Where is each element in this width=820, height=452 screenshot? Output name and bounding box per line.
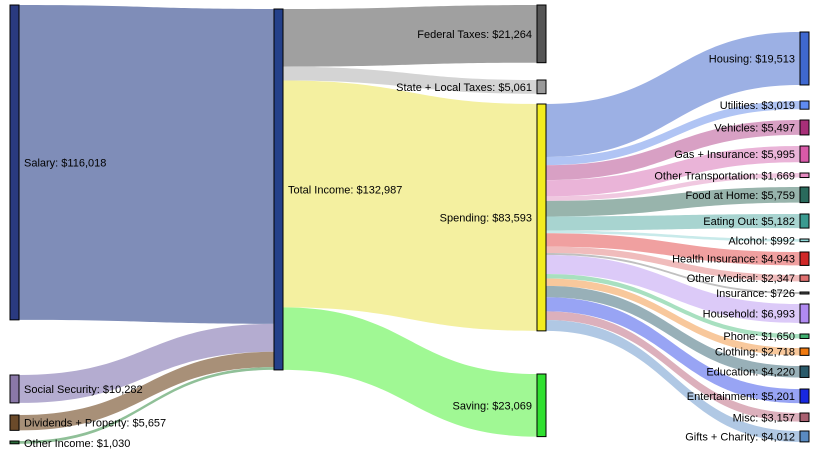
node-other-med: [799, 274, 810, 282]
node-total: [273, 8, 284, 371]
link-spending-to-clothing: [546, 278, 800, 356]
node-saving: [536, 373, 547, 438]
link-total-to-saving: [283, 307, 537, 437]
label-housing: Housing: $19,513: [709, 53, 795, 65]
link-spending-to-insurance: [546, 253, 800, 294]
link-social-to-total: [19, 323, 274, 403]
label-utilities: Utilities: $3,019: [720, 100, 795, 112]
label-gas: Gas + Insurance: $5,995: [674, 149, 795, 161]
node-housing: [799, 31, 810, 86]
label-salary: Salary: $116,018: [24, 157, 106, 169]
node-health-ins: [799, 251, 810, 266]
link-spending-to-housing: [546, 32, 800, 157]
link-spending-to-education: [546, 285, 800, 378]
link-spending-to-phone: [546, 273, 800, 339]
label-alcohol: Alcohol: $992: [728, 235, 795, 247]
node-misc: [799, 412, 810, 423]
link-spending-to-food_home: [546, 187, 800, 217]
node-insurance: [799, 291, 810, 295]
label-household: Household: $6,993: [703, 308, 795, 320]
link-spending-to-other_med: [546, 246, 800, 282]
node-federal: [536, 4, 547, 64]
node-utilities: [799, 100, 810, 110]
label-phone: Phone: $1,650: [723, 331, 795, 343]
link-spending-to-gifts: [546, 319, 800, 442]
node-social: [9, 374, 20, 404]
label-state: State + Local Taxes: $5,061: [396, 82, 532, 94]
label-saving: Saving: $23,069: [452, 400, 532, 412]
link-spending-to-vehicles: [546, 120, 800, 181]
link-total-to-federal: [283, 5, 537, 67]
sankey-nodes: [9, 4, 810, 445]
label-clothing: Clothing: $2,718: [715, 347, 795, 359]
node-education: [799, 365, 810, 378]
label-health-ins: Health Insurance: $4,943: [672, 254, 795, 266]
link-spending-to-eating_out: [546, 214, 800, 231]
label-federal: Federal Taxes: $21,264: [417, 29, 532, 41]
label-other-transp: Other Transportation: $1,669: [654, 170, 795, 182]
node-other-income: [9, 440, 20, 445]
label-other-med: Other Medical: $2,347: [687, 273, 795, 285]
link-other_income-to-total: [19, 367, 274, 444]
label-entertainment: Entertainment: $5,201: [687, 391, 795, 403]
node-alcohol: [799, 238, 810, 243]
node-eating-out: [799, 213, 810, 229]
sankey-links: [19, 5, 800, 444]
label-dividends: Dividends + Property: $5,657: [24, 418, 166, 430]
label-food-home: Food at Home: $5,759: [686, 190, 795, 202]
node-vehicles: [799, 119, 810, 136]
label-gifts: Gifts + Charity: $4,012: [685, 431, 795, 443]
link-dividends-to-total: [19, 351, 274, 431]
node-food-home: [799, 186, 810, 204]
node-spending: [536, 103, 547, 332]
label-total: Total Income: $132,987: [288, 184, 402, 196]
label-spending: Spending: $83,593: [440, 212, 532, 224]
link-spending-to-entertainment: [546, 297, 800, 404]
node-state: [536, 79, 547, 95]
node-clothing: [799, 347, 810, 356]
node-gifts: [799, 430, 810, 443]
link-total-to-spending: [283, 80, 537, 331]
label-eating-out: Eating Out: $5,182: [703, 216, 795, 228]
link-spending-to-gas: [546, 146, 800, 197]
link-spending-to-health_ins: [546, 233, 800, 266]
node-salary: [9, 4, 20, 321]
link-spending-to-utilities: [546, 101, 800, 166]
link-spending-to-alcohol: [546, 230, 800, 242]
label-other-income: Other Income: $1,030: [24, 438, 130, 450]
node-gas: [799, 145, 810, 163]
sankey-labels: Salary: $116,018 Social Security: $10,282…: [24, 29, 795, 450]
node-household: [799, 303, 810, 324]
link-spending-to-misc: [546, 311, 800, 422]
link-salary-to-total: [19, 5, 274, 324]
node-phone: [799, 333, 810, 339]
label-misc: Misc: $3,157: [733, 412, 795, 424]
node-other-transp: [799, 172, 810, 179]
node-entertainment: [799, 388, 810, 404]
node-dividends: [9, 414, 20, 431]
label-social: Social Security: $10,282: [24, 384, 143, 396]
link-spending-to-other_transp: [546, 173, 800, 201]
link-spending-to-household: [546, 255, 800, 323]
label-insurance: Insurance: $726: [716, 288, 795, 300]
label-education: Education: $4,220: [706, 367, 795, 379]
link-total-to-state: [283, 66, 537, 94]
label-vehicles: Vehicles: $5,497: [714, 122, 795, 134]
